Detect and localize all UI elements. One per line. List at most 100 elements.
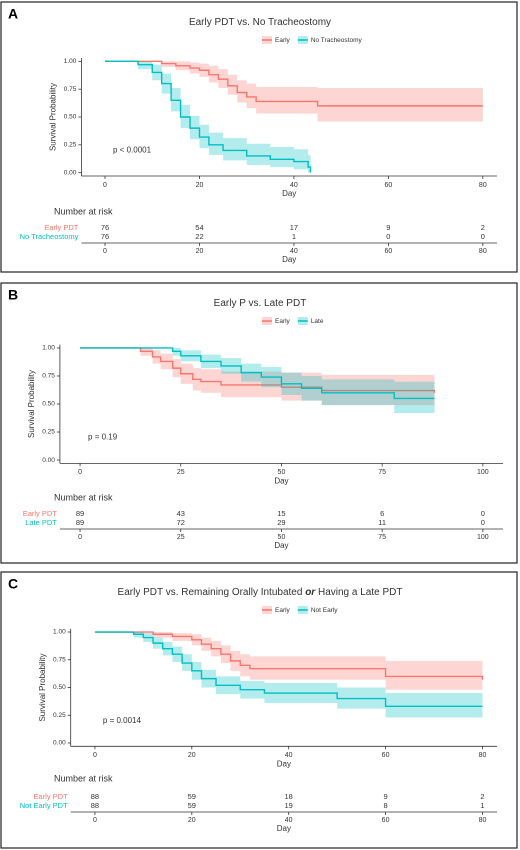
panel-letter: C xyxy=(8,576,18,592)
risk-count: 1 xyxy=(292,232,296,241)
risk-x-tick-label: 50 xyxy=(278,534,286,541)
risk-count: 76 xyxy=(101,223,109,232)
x-tick-label: 25 xyxy=(177,469,185,476)
risk-row-label: Late PDT xyxy=(25,518,57,527)
panel-letter: B xyxy=(8,287,18,303)
risk-row-label: No Tracheostomy xyxy=(20,232,79,241)
confidence-band xyxy=(94,632,483,718)
risk-row-label: Early PDT xyxy=(23,509,58,518)
x-axis-label: Day xyxy=(277,759,291,768)
risk-table-title: Number at risk xyxy=(54,492,113,502)
risk-count: 18 xyxy=(285,792,293,801)
survival-curve xyxy=(80,347,436,393)
risk-count: 76 xyxy=(101,232,109,241)
risk-count: 22 xyxy=(195,232,203,241)
y-axis-label: Survival Probability xyxy=(38,653,47,721)
risk-x-tick-label: 25 xyxy=(177,534,185,541)
y-tick-label: 0.00 xyxy=(64,169,77,176)
risk-x-tick-label: 60 xyxy=(382,817,390,824)
chart-title: Early P vs. Late PDT xyxy=(214,298,307,309)
legend-label: Late xyxy=(311,318,324,325)
risk-count: 72 xyxy=(177,518,185,527)
legend-label: Early xyxy=(275,318,291,325)
risk-table-title: Number at risk xyxy=(54,206,113,216)
y-tick-label: 0.75 xyxy=(64,86,77,93)
x-tick-label: 0 xyxy=(78,469,82,476)
x-tick-label: 80 xyxy=(479,182,487,189)
x-tick-label: 20 xyxy=(188,752,196,759)
panel-letter: A xyxy=(8,6,18,22)
title-part: Having a Late PDT xyxy=(315,587,402,598)
legend-label: Early xyxy=(275,607,291,614)
risk-table-title: Number at risk xyxy=(54,773,113,783)
confidence-band xyxy=(80,347,435,413)
y-tick-label: 0.50 xyxy=(64,114,77,121)
risk-x-tick-label: 0 xyxy=(103,248,107,255)
x-tick-label: 40 xyxy=(285,752,293,759)
title-part: Early P vs. Late PDT xyxy=(214,298,307,309)
confidence-band xyxy=(105,61,311,173)
risk-x-tick-label: 100 xyxy=(477,534,489,541)
risk-count: 88 xyxy=(91,801,99,810)
risk-x-tick-label: 20 xyxy=(196,248,204,255)
risk-count: 0 xyxy=(481,232,485,241)
survival-curve xyxy=(94,631,484,680)
risk-count: 0 xyxy=(481,509,485,518)
risk-count: 17 xyxy=(290,223,298,232)
risk-count: 9 xyxy=(386,223,390,232)
risk-x-axis-label: Day xyxy=(274,541,288,550)
risk-x-tick-label: 75 xyxy=(378,534,386,541)
survival-curve xyxy=(105,60,312,173)
risk-count: 1 xyxy=(480,801,484,810)
risk-x-tick-label: 40 xyxy=(285,817,293,824)
panel: B Early P vs. Late PDT Early Late 0.00 0.25 0.… xyxy=(0,282,518,564)
y-tick-label: 1.00 xyxy=(53,629,66,636)
confidence-band xyxy=(94,632,483,697)
panel-border xyxy=(0,571,518,849)
chart-title: Early PDT vs. No Tracheostomy xyxy=(189,17,331,28)
y-tick-label: 0.50 xyxy=(42,401,55,408)
risk-x-tick-label: 40 xyxy=(290,248,298,255)
x-tick-label: 60 xyxy=(382,752,390,759)
y-tick-label: 0.00 xyxy=(42,457,55,464)
chart-title: Early PDT vs. Remaining Orally Intubated… xyxy=(118,587,403,598)
x-tick-label: 40 xyxy=(290,182,298,189)
y-tick-label: 0.75 xyxy=(53,656,66,663)
risk-row-label: Early PDT xyxy=(34,792,69,801)
risk-x-tick-label: 60 xyxy=(384,248,392,255)
x-axis-label: Day xyxy=(274,477,288,486)
risk-row-label: Early PDT xyxy=(44,223,79,232)
risk-x-tick-label: 20 xyxy=(188,817,196,824)
risk-count: 2 xyxy=(481,223,485,232)
legend-label: No Tracheostomy xyxy=(311,37,363,44)
risk-count: 89 xyxy=(76,509,84,518)
risk-count: 88 xyxy=(91,792,99,801)
y-axis-label: Survival Probability xyxy=(27,370,36,438)
legend-label: Not Early xyxy=(311,607,338,614)
risk-x-tick-label: 80 xyxy=(479,248,487,255)
panel-border xyxy=(0,282,518,564)
y-tick-label: 0.25 xyxy=(42,429,55,436)
x-tick-label: 0 xyxy=(103,182,107,189)
risk-x-tick-label: 0 xyxy=(78,534,82,541)
y-tick-label: 1.00 xyxy=(42,345,55,352)
risk-count: 11 xyxy=(378,518,386,527)
risk-count: 59 xyxy=(188,801,196,810)
risk-x-axis-label: Day xyxy=(282,255,296,264)
y-tick-label: 1.00 xyxy=(64,58,77,65)
x-tick-label: 20 xyxy=(196,182,204,189)
risk-row-label: Not Early PDT xyxy=(20,801,68,810)
p-value: p = 0.0014 xyxy=(103,716,142,725)
risk-count: 29 xyxy=(277,518,285,527)
risk-count: 54 xyxy=(195,223,203,232)
risk-count: 8 xyxy=(383,801,387,810)
x-tick-label: 50 xyxy=(278,469,286,476)
risk-x-tick-label: 0 xyxy=(93,817,97,824)
title-part: Early PDT vs. Remaining Orally Intubated xyxy=(118,587,306,598)
risk-count: 15 xyxy=(277,509,285,518)
panel: C Early PDT vs. Remaining Orally Intubate… xyxy=(0,571,518,849)
y-tick-label: 0.00 xyxy=(53,740,66,747)
risk-count: 59 xyxy=(188,792,196,801)
risk-count: 43 xyxy=(177,509,185,518)
